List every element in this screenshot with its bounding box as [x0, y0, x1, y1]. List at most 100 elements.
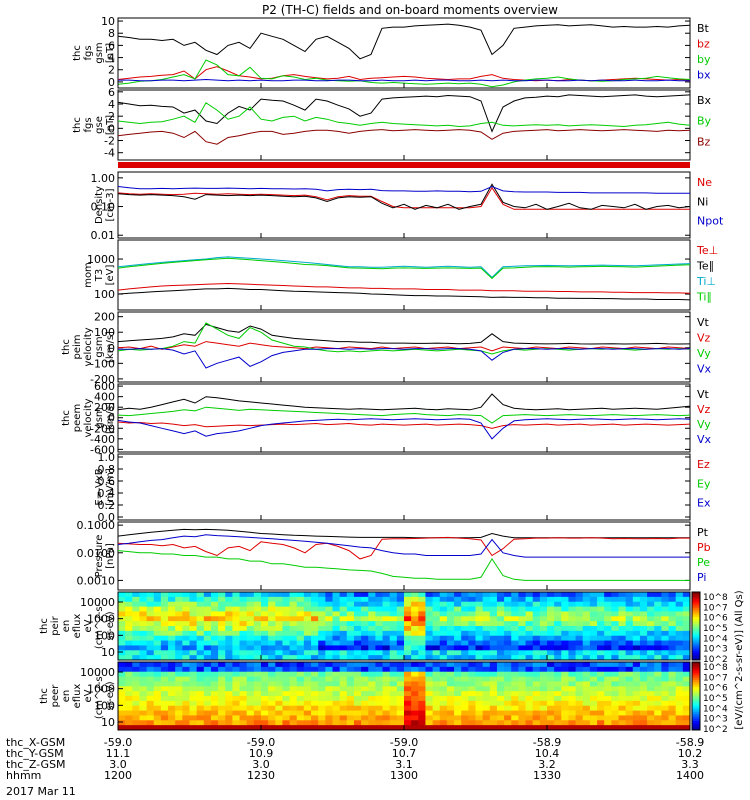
- heatmap-cell: [489, 630, 498, 637]
- heatmap-cell: [325, 662, 333, 668]
- heatmap-cell: [496, 681, 505, 687]
- heatmap-cell: [404, 640, 412, 646]
- heatmap-cell: [396, 676, 405, 682]
- heatmap-cell: [318, 616, 326, 622]
- heatmap-cell: [282, 621, 291, 627]
- heatmap-cell: [675, 686, 684, 692]
- heatmap-cell: [160, 710, 169, 716]
- heatmap-cell: [353, 710, 362, 716]
- heatmap-cell: [639, 655, 648, 661]
- panel-frame: [117, 521, 691, 591]
- heatmap-cell: [325, 635, 333, 642]
- heatmap-cell: [311, 662, 319, 668]
- heatmap-cell: [654, 700, 662, 707]
- heatmap-cell: [325, 691, 333, 697]
- heatmap-cell: [382, 626, 391, 632]
- heatmap-cell: [189, 720, 198, 726]
- heatmap-cell: [475, 676, 484, 682]
- heatmap-cell: [454, 626, 462, 632]
- heatmap-cell: [418, 650, 426, 656]
- heatmap-cell: [475, 621, 484, 627]
- heatmap-cell: [203, 655, 212, 661]
- heatmap-cell: [561, 710, 569, 716]
- heatmap-cell: [418, 671, 426, 678]
- heatmap-cell: [575, 671, 584, 678]
- legend-entry: Ne: [697, 176, 712, 189]
- heatmap-cell: [568, 676, 577, 682]
- heatmap-cell: [425, 640, 434, 646]
- series-line-peem-velocity-2: [117, 406, 691, 424]
- heatmap-cell: [682, 630, 691, 637]
- heatmap-cell: [461, 635, 469, 642]
- heatmap-cell: [539, 720, 548, 726]
- heatmap-cell: [618, 640, 627, 646]
- heatmap-cell: [361, 645, 369, 651]
- heatmap-cell: [189, 640, 198, 646]
- heatmap-cell: [425, 686, 434, 692]
- heatmap-cell: [432, 596, 441, 603]
- heatmap-cell: [525, 686, 534, 692]
- heatmap-cell: [139, 691, 148, 697]
- heatmap-cell: [475, 640, 484, 646]
- heatmap-cell: [625, 592, 634, 598]
- heatmap-cell: [647, 710, 655, 716]
- heatmap-cell: [682, 705, 691, 712]
- heatmap-cell: [468, 725, 476, 731]
- heatmap-cell: [625, 686, 634, 692]
- heatmap-cell: [325, 666, 333, 673]
- heatmap-cell: [654, 645, 662, 651]
- heatmap-cell: [661, 645, 670, 651]
- heatmap-cell: [268, 635, 276, 642]
- heatmap-cell: [339, 601, 348, 608]
- heatmap-cell: [525, 645, 534, 651]
- heatmap-cell: [361, 710, 369, 716]
- heatmap-cell: [261, 645, 269, 651]
- heatmap-cell: [125, 715, 133, 721]
- heatmap-cell: [454, 621, 462, 627]
- heatmap-cell: [525, 650, 534, 656]
- heatmap-cell: [189, 635, 198, 642]
- heatmap-cell: [261, 655, 269, 661]
- heatmap-cell: [210, 601, 219, 608]
- heatmap-cell: [396, 671, 405, 678]
- heatmap-cell: [547, 676, 555, 682]
- heatmap-cell: [461, 601, 469, 608]
- heatmap-cell: [418, 616, 426, 622]
- heatmap-cell: [182, 681, 190, 687]
- heatmap-cell: [311, 601, 319, 608]
- y-tick-label: 200: [94, 401, 115, 414]
- heatmap-cell: [654, 681, 662, 687]
- heatmap-cell: [175, 596, 183, 603]
- heatmap-cell: [139, 715, 148, 721]
- heatmap-cell: [504, 725, 512, 731]
- heatmap-cell: [246, 640, 255, 646]
- heatmap-cell: [325, 630, 333, 637]
- y-axis-label: momT3[eV]: [83, 262, 116, 288]
- heatmap-cell: [311, 720, 319, 726]
- heatmap-cell: [361, 601, 369, 608]
- heatmap-cell: [275, 696, 283, 702]
- heatmap-cell: [575, 686, 584, 692]
- heatmap-cell: [454, 666, 462, 673]
- heatmap-cell: [146, 696, 155, 702]
- heatmap-cell: [160, 681, 169, 687]
- heatmap-cell: [597, 645, 605, 651]
- heatmap-cell: [511, 715, 519, 721]
- heatmap-cell: [246, 645, 255, 651]
- heatmap-cell: [382, 611, 391, 617]
- heatmap-cell: [203, 606, 212, 612]
- heatmap-cell: [325, 611, 333, 617]
- heatmap-cell: [432, 715, 441, 721]
- heatmap-cell: [461, 720, 469, 726]
- heatmap-cell: [647, 611, 655, 617]
- heatmap-cell: [425, 666, 434, 673]
- heatmap-cell: [125, 676, 133, 682]
- heatmap-cell: [210, 715, 219, 721]
- heatmap-cell: [196, 686, 205, 692]
- heatmap-cell: [332, 710, 341, 716]
- heatmap-cell: [568, 681, 577, 687]
- colorbar-cell: [692, 709, 700, 713]
- heatmap-cell: [282, 691, 291, 697]
- heatmap-cell: [361, 626, 369, 632]
- heatmap-cell: [389, 725, 398, 731]
